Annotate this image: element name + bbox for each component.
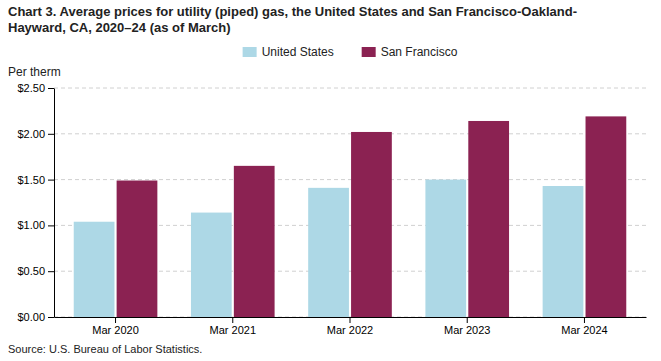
grid-line <box>54 179 646 180</box>
title-line: Chart 3. Average prices for utility (pip… <box>8 4 577 19</box>
legend-item: United States <box>243 45 334 59</box>
bar <box>468 121 509 317</box>
y-tick-mark <box>48 225 54 226</box>
bar <box>234 166 275 317</box>
grid-line <box>54 88 646 89</box>
y-tick-label: $2.00 <box>17 128 45 140</box>
x-tick: Mar 2024 <box>561 317 607 336</box>
x-tick: Mar 2023 <box>444 317 490 336</box>
y-tick-mark <box>48 317 54 318</box>
y-tick-label: $2.50 <box>17 82 45 94</box>
title: Chart 3. Average prices for utility (pip… <box>8 4 577 35</box>
x-tick-mark <box>232 317 233 323</box>
legend-label: San Francisco <box>381 45 458 59</box>
title-line: Hayward, CA, 2020–24 (as of March) <box>8 20 231 35</box>
x-tick-label: Mar 2020 <box>92 324 138 336</box>
y-tick-label: $1.50 <box>17 174 45 186</box>
annotation: Source: U.S. Bureau of Labor Statistics. <box>8 343 202 355</box>
bars <box>74 116 627 317</box>
bar <box>308 188 349 317</box>
grid <box>54 88 646 317</box>
legend-label: United States <box>262 45 334 59</box>
chart: Chart 3. Average prices for utility (pip… <box>0 0 661 361</box>
x-tick-label: Mar 2023 <box>444 324 490 336</box>
y-tick-mark <box>48 180 54 181</box>
x-tick: Mar 2021 <box>210 317 256 336</box>
x-tick-label: Mar 2022 <box>327 324 373 336</box>
x-tick-label: Mar 2021 <box>210 324 256 336</box>
y-tick: $0.00 <box>17 311 54 323</box>
bar-series <box>117 116 627 317</box>
y-tick-mark <box>48 134 54 135</box>
legend-swatch <box>243 47 257 57</box>
legend-swatch <box>362 47 376 57</box>
x-tick-mark <box>467 317 468 323</box>
bar <box>425 180 466 317</box>
x-tick-mark <box>115 317 116 323</box>
y-tick: $2.00 <box>17 128 54 140</box>
legend-item: San Francisco <box>362 45 458 59</box>
x-tick: Mar 2022 <box>327 317 373 336</box>
y-axis-label: Per therm <box>8 65 61 79</box>
y-axis-line <box>54 89 55 318</box>
y-tick-mark <box>48 271 54 272</box>
x-tick-label: Mar 2024 <box>561 324 607 336</box>
y-tick: $2.50 <box>17 82 54 94</box>
x-tick-mark <box>350 317 351 323</box>
bar <box>586 116 627 317</box>
bar <box>74 222 115 317</box>
x-tick: Mar 2020 <box>92 317 138 336</box>
legend: United States San Francisco <box>243 45 458 59</box>
y-tick: $0.50 <box>17 265 54 277</box>
grid-line <box>54 133 646 134</box>
x-axis: Mar 2020 Mar 2021 Mar 2022 Mar 2023 Mar 2024 <box>55 317 647 336</box>
y-axis: $0.00 $0.50 $1.00 $1.50 $2.00 $2.50 <box>17 82 54 323</box>
y-tick-mark <box>48 88 54 89</box>
x-tick-mark <box>584 317 585 323</box>
y-tick-label: $1.00 <box>17 219 45 231</box>
bar <box>543 186 584 317</box>
y-tick: $1.00 <box>17 219 54 231</box>
y-tick: $1.50 <box>17 174 54 186</box>
bar <box>117 181 158 317</box>
y-tick-label: $0.00 <box>17 311 45 323</box>
bar <box>351 132 392 317</box>
y-tick-label: $0.50 <box>17 265 45 277</box>
bar <box>191 213 232 317</box>
